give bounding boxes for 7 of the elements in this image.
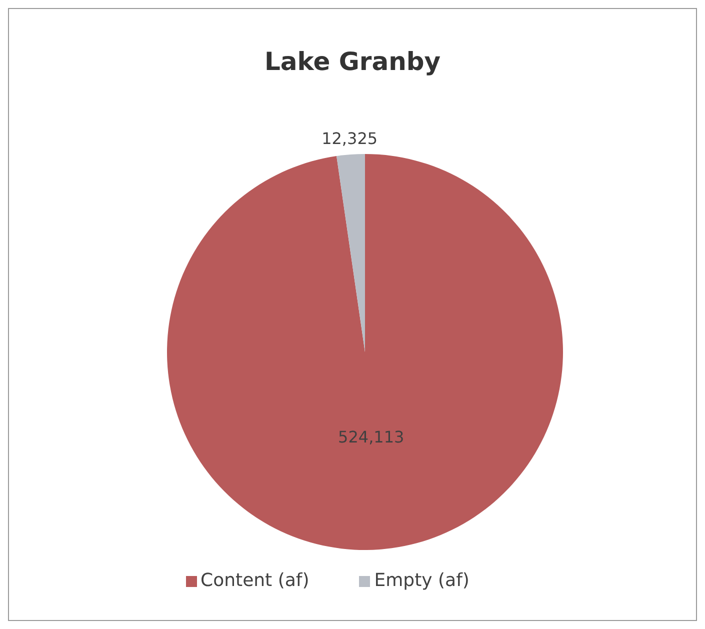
pie-slice [336,154,365,352]
data-label: 12,325 [322,129,378,148]
legend-label: Content (af) [200,570,310,591]
data-label: 524,113 [338,427,404,446]
chart-title: Lake Granby [263,47,442,76]
legend-label: Empty (af) [374,570,470,591]
pie-slice [167,154,563,550]
